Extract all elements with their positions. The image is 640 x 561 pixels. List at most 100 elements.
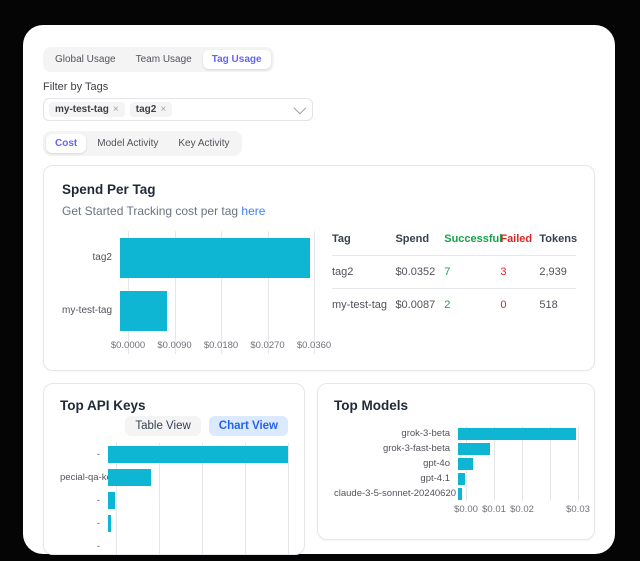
- chart-row: pecial-qa-key: [60, 466, 288, 489]
- col-header-failed: Failed: [500, 233, 533, 245]
- tab-cost[interactable]: Cost: [46, 134, 87, 153]
- cell-failed: 3: [500, 255, 540, 289]
- chart-row: claude-3-5-sonnet-20240620: [334, 486, 578, 501]
- gridline: [174, 231, 176, 354]
- chart-row: -: [60, 512, 288, 535]
- gridline: [314, 231, 315, 354]
- remove-tag-icon[interactable]: ×: [160, 104, 167, 115]
- table-header-row: Tag Spend Successful Failed Tokens: [332, 231, 578, 256]
- col-header-tokens: Tokens: [539, 233, 578, 245]
- cell-tokens: 518: [539, 288, 576, 321]
- cell-tokens: 2,939: [539, 255, 576, 289]
- chart-y-label: my-test-tag: [62, 305, 113, 316]
- chart-row: grok-3-fast-beta: [334, 441, 578, 456]
- cell-tag: my-test-tag: [332, 288, 396, 321]
- chart-bar: [108, 492, 116, 509]
- top-models-chart: grok-3-beta grok-3-fast-beta gpt-4o gpt-4.1…: [334, 426, 590, 518]
- gridline: [578, 426, 579, 501]
- spend-per-tag-table: Tag Spend Successful Failed Tokens tag2 …: [332, 231, 578, 354]
- cell-failed: 0: [500, 288, 540, 321]
- x-tick-label: $0.03: [566, 504, 590, 515]
- usage-scope-tabs: Global Usage Team Usage Tag Usage: [43, 47, 274, 72]
- chart-y-label: tag2: [92, 252, 112, 263]
- cell-spend: $0.0087: [395, 288, 445, 321]
- chart-bar: [458, 442, 490, 455]
- chart-row: tag2: [62, 231, 314, 284]
- cell-spend: $0.0352: [395, 255, 445, 289]
- chart-x-axis: $0.00 $0.01 $0.02 $0.03: [454, 504, 590, 518]
- usage-dashboard-panel: Global Usage Team Usage Tag Usage Filter…: [23, 25, 615, 555]
- gridline: [494, 426, 495, 501]
- top-models-card: Top Models grok-3-beta grok-3-fast-beta gp…: [317, 383, 595, 540]
- chevron-down-icon[interactable]: [293, 101, 307, 115]
- gridline: [221, 231, 222, 354]
- chart-row: grok-3-beta: [334, 426, 578, 441]
- chart-y-label: -: [96, 518, 100, 529]
- cell-successful: 7: [444, 255, 501, 289]
- x-tick-label: $0.0360: [296, 340, 332, 351]
- chart-bar: [458, 487, 462, 500]
- remove-tag-icon[interactable]: ×: [112, 104, 119, 115]
- chart-bar: [108, 446, 288, 463]
- chart-row: -: [60, 443, 288, 466]
- spend-per-tag-card: Spend Per Tag Get Started Tracking cost …: [43, 165, 595, 371]
- chart-x-axis: $0.0000 $0.0090 $0.0180 $0.0270 $0.0360: [111, 340, 331, 354]
- top-models-title: Top Models: [334, 398, 408, 413]
- x-tick-label: $0.0270: [250, 340, 285, 351]
- chart-bar: [458, 472, 466, 485]
- cell-tag: tag2: [332, 255, 396, 289]
- tab-key-activity[interactable]: Key Activity: [178, 138, 230, 149]
- col-header-tag: Tag: [332, 233, 351, 245]
- chart-bar: [108, 469, 151, 486]
- tag-chip-label: tag2: [135, 104, 157, 115]
- get-started-here-link[interactable]: here: [241, 204, 266, 218]
- chart-bar: [108, 515, 112, 532]
- table-row: tag2 $0.0352 7 3 2,939: [332, 255, 576, 289]
- top-api-keys-title: Top API Keys: [60, 398, 146, 413]
- chart-bar: [120, 237, 310, 278]
- chart-y-label: gpt-4.1: [420, 473, 450, 484]
- tab-tag-usage[interactable]: Tag Usage: [202, 50, 271, 69]
- x-tick-label: $0.0090: [157, 340, 192, 351]
- spend-per-tag-chart: tag2 my-test-tag $0.0000 $0.0090 $0.0180 $0.0…: [62, 231, 331, 354]
- tag-chip: tag2 ×: [129, 102, 173, 117]
- chart-bar: [120, 290, 167, 331]
- usage-view-tabs: Cost Model Activity Key Activity: [43, 131, 242, 156]
- chart-row: gpt-4.1: [334, 471, 578, 486]
- chart-y-label: grok-3-beta: [401, 428, 450, 439]
- chart-bar: [458, 457, 474, 470]
- tab-global-usage[interactable]: Global Usage: [55, 54, 116, 65]
- x-tick-label: $0.02: [510, 504, 534, 515]
- gridline: [267, 231, 269, 354]
- chart-y-label: gpt-4o: [423, 458, 450, 469]
- tag-filter-multiselect[interactable]: my-test-tag × tag2 ×: [43, 98, 313, 121]
- filter-by-tags-label: Filter by Tags: [43, 81, 109, 93]
- cell-successful: 2: [444, 288, 501, 321]
- gridline: [202, 443, 203, 554]
- subtitle-text: Get Started Tracking cost per tag: [62, 204, 242, 218]
- gridline: [550, 426, 551, 501]
- x-tick-label: $0.00: [454, 504, 478, 515]
- gridline: [522, 426, 523, 501]
- tab-team-usage[interactable]: Team Usage: [135, 54, 192, 65]
- col-header-successful: Successful: [444, 233, 503, 245]
- chart-row: -: [60, 535, 288, 554]
- gridline: [159, 443, 160, 554]
- tab-model-activity[interactable]: Model Activity: [97, 138, 159, 149]
- chart-view-button[interactable]: Chart View: [208, 416, 288, 436]
- table-view-button[interactable]: Table View: [125, 416, 201, 436]
- x-tick-label: $0.0000: [110, 340, 146, 351]
- top-api-keys-card: Top API Keys Table View Chart View - peci…: [43, 383, 305, 555]
- chart-y-label: claude-3-5-sonnet-20240620: [334, 488, 457, 499]
- chart-row: my-test-tag: [62, 284, 314, 337]
- tag-chip: my-test-tag ×: [49, 102, 125, 117]
- x-tick-label: $0.01: [482, 504, 506, 515]
- gridline: [245, 443, 246, 554]
- col-header-spend: Spend: [395, 233, 430, 245]
- top-api-keys-chart: - pecial-qa-key - - -: [60, 443, 289, 554]
- spend-per-tag-title: Spend Per Tag: [62, 182, 156, 197]
- chart-row: gpt-4o: [334, 456, 578, 471]
- chart-row: -: [60, 489, 288, 512]
- table-row: my-test-tag $0.0087 2 0 518: [332, 288, 576, 321]
- chart-y-label: -: [96, 495, 100, 506]
